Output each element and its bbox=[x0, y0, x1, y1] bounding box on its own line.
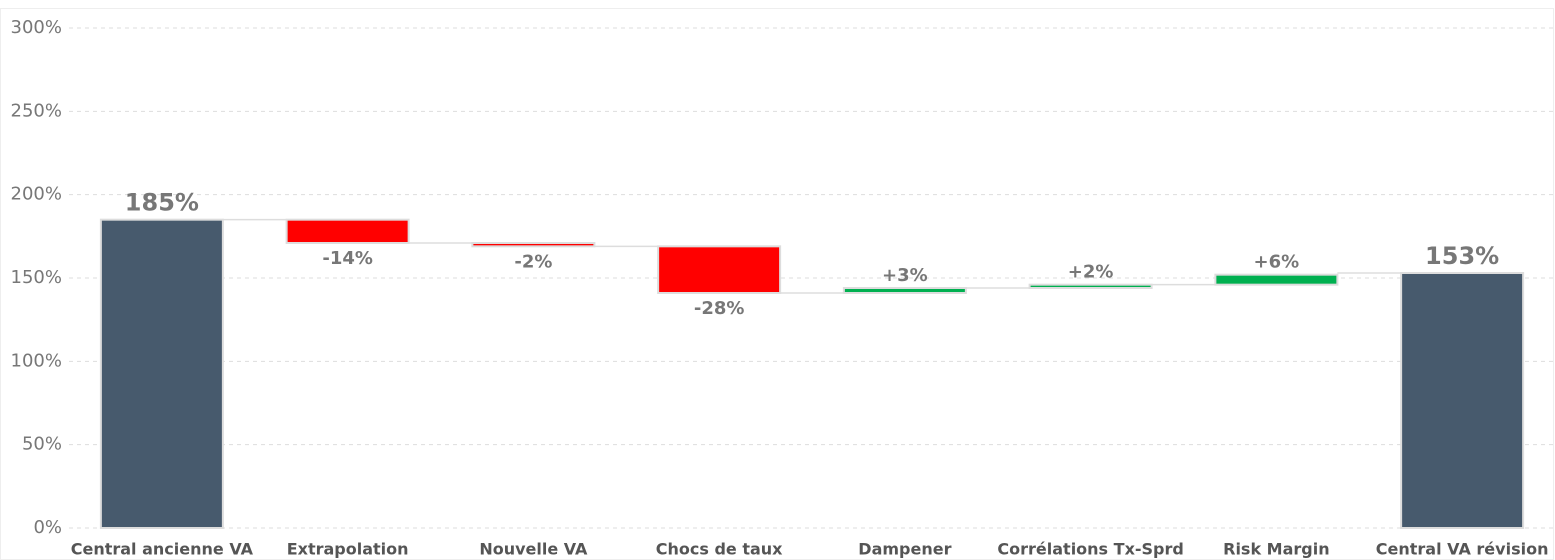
bar bbox=[657, 245, 782, 294]
y-tick-label: 250% bbox=[11, 100, 62, 121]
x-tick-label: Extrapolation bbox=[287, 540, 409, 559]
bar bbox=[471, 242, 596, 248]
y-tick-label: 50% bbox=[22, 434, 62, 455]
x-tick-label: Nouvelle VA bbox=[479, 540, 588, 559]
bar bbox=[1214, 273, 1339, 286]
data-label: 153% bbox=[1425, 242, 1499, 270]
data-label: +2% bbox=[1068, 262, 1114, 283]
data-label: -28% bbox=[694, 298, 745, 319]
x-tick-label: Dampener bbox=[858, 540, 951, 559]
data-label: +6% bbox=[1254, 252, 1300, 273]
bar bbox=[285, 218, 410, 245]
y-tick-label: 150% bbox=[11, 267, 62, 288]
x-tick-label: Corrélations Tx-Sprd bbox=[997, 540, 1183, 559]
data-label: -2% bbox=[514, 251, 552, 272]
data-label: +3% bbox=[882, 265, 928, 286]
x-tick-label: Chocs de taux bbox=[656, 540, 783, 559]
bar bbox=[1028, 283, 1153, 289]
y-tick-label: 0% bbox=[33, 517, 62, 538]
bar bbox=[1400, 272, 1525, 529]
bar bbox=[842, 287, 967, 294]
data-label: 185% bbox=[125, 189, 199, 217]
bar bbox=[99, 218, 224, 530]
x-tick-label: Central ancienne VA bbox=[71, 540, 254, 559]
data-label: -14% bbox=[322, 248, 373, 269]
x-tick-label: Risk Margin bbox=[1223, 540, 1329, 559]
x-tick-label: Central VA révision bbox=[1376, 540, 1549, 559]
y-tick-label: 200% bbox=[11, 184, 62, 205]
y-tick-label: 100% bbox=[11, 350, 62, 371]
y-tick-label: 300% bbox=[11, 17, 62, 38]
